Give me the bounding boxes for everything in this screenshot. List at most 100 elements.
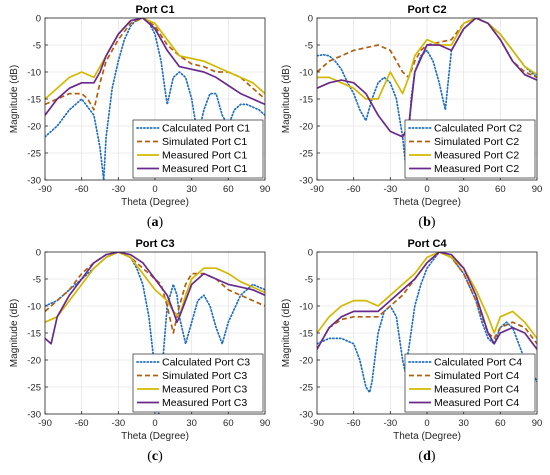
y-tick-label: -10 (27, 302, 41, 313)
y-tick-label: -15 (299, 329, 313, 340)
x-tick-label: 90 (260, 418, 271, 429)
x-tick-label: -30 (383, 418, 397, 429)
y-tick-label: -5 (33, 275, 41, 286)
y-axis-label: Magnitude (dB) (281, 65, 292, 133)
x-tick-label: -60 (75, 418, 89, 429)
series-line-2 (317, 18, 537, 79)
series-line-1 (317, 252, 537, 394)
legend-entry: Measured Port C4 (434, 397, 519, 409)
y-tick-label: 0 (308, 14, 313, 25)
x-tick-label: -90 (310, 184, 324, 195)
y-tick-label: 0 (36, 248, 41, 259)
y-axis-label: Magnitude (dB) (9, 299, 20, 367)
x-axis-label: Theta (Degree) (393, 197, 461, 208)
legend-entry: Measured Port C2 (434, 163, 519, 175)
y-tick-label: 0 (36, 14, 41, 25)
x-tick-label: -60 (347, 418, 361, 429)
y-tick-label: -30 (27, 176, 41, 187)
x-tick-label: 30 (458, 184, 469, 195)
y-tick-label: -25 (299, 383, 313, 394)
y-axis-label: Magnitude (dB) (281, 299, 292, 367)
chart-title: Port C1 (135, 4, 174, 16)
subfigure-label: (c) (147, 449, 163, 464)
series-line-3 (45, 252, 265, 323)
x-tick-label: -30 (111, 418, 125, 429)
series-line-3 (317, 252, 537, 339)
y-tick-label: -5 (33, 41, 41, 52)
y-tick-label: -5 (305, 275, 313, 286)
y-tick-label: -25 (299, 149, 313, 160)
x-tick-label: -30 (383, 184, 397, 195)
series-line-2 (45, 18, 265, 111)
series-line-3 (317, 18, 537, 100)
x-tick-label: 60 (495, 418, 506, 429)
series-line-2 (45, 252, 265, 334)
legend-entry: Measured Port C3 (162, 397, 247, 409)
x-tick-label: 90 (532, 184, 543, 195)
y-tick-label: -10 (299, 302, 313, 313)
x-tick-label: 30 (458, 418, 469, 429)
y-tick-label: -20 (27, 122, 41, 133)
legend-entry: Measured Port C1 (162, 163, 247, 175)
chart-panel-c: -90 -60 -30 0 30 60 90 0 -5 -10 -15 -20 -25 -30 Port C… (9, 238, 270, 464)
y-tick-label: -5 (305, 41, 313, 52)
legend-entry: Calculated Port C2 (434, 123, 522, 135)
x-axis-label: Theta (Degree) (121, 197, 189, 208)
legend-entry: Simulated Port C2 (434, 136, 519, 148)
chart-title: Port C2 (407, 4, 446, 16)
legend-entry: Measured Port C2 (434, 150, 519, 162)
chart-panel-b: -90 -60 -30 0 30 60 90 0 -5 -10 -15 -20 -25 -30 Port C… (281, 4, 542, 230)
y-tick-label: -25 (27, 149, 41, 160)
subfigure-label: (d) (418, 449, 435, 464)
x-axis-label: Theta (Degree) (121, 431, 189, 442)
y-tick-label: -20 (299, 122, 313, 133)
x-tick-label: 90 (260, 184, 271, 195)
x-tick-label: -60 (347, 184, 361, 195)
subfigure-label: (a) (147, 215, 164, 230)
y-tick-label: -20 (299, 356, 313, 367)
y-tick-label: -25 (27, 383, 41, 394)
x-tick-label: -30 (111, 184, 125, 195)
x-tick-label: 60 (223, 184, 234, 195)
y-tick-label: -15 (299, 95, 313, 106)
y-tick-label: -30 (299, 176, 313, 187)
series-group (317, 252, 537, 394)
x-tick-label: 0 (424, 184, 429, 195)
y-tick-label: -10 (299, 68, 313, 79)
x-tick-label: 30 (186, 418, 197, 429)
y-tick-label: 0 (308, 248, 313, 259)
chart-title: Port C3 (135, 238, 174, 250)
legend-entry: Measured Port C3 (162, 384, 247, 396)
legend-entry: Measured Port C4 (434, 384, 519, 396)
x-tick-label: -90 (310, 418, 324, 429)
y-tick-label: -30 (27, 410, 41, 421)
x-tick-label: -60 (75, 184, 89, 195)
y-tick-label: -15 (27, 329, 41, 340)
series-line-2 (317, 252, 537, 350)
legend-entry: Measured Port C1 (162, 150, 247, 162)
legend-entry: Calculated Port C4 (434, 357, 522, 369)
subfigure-label: (b) (418, 215, 435, 230)
series-group (45, 252, 265, 414)
chart-panel-d: -90 -60 -30 0 30 60 90 0 -5 -10 -15 -20 -25 -30 Port C… (281, 238, 542, 464)
x-tick-label: -90 (38, 418, 52, 429)
chart-panel-a: -90 -60 -30 0 30 60 90 0 -5 -10 -15 -20 -25 -30 Port C… (9, 4, 270, 230)
y-tick-label: -30 (299, 410, 313, 421)
y-tick-label: -10 (27, 68, 41, 79)
y-tick-label: -15 (27, 95, 41, 106)
x-tick-label: 0 (152, 184, 157, 195)
x-tick-label: 0 (424, 418, 429, 429)
y-tick-label: -20 (27, 356, 41, 367)
chart-title: Port C4 (407, 238, 447, 250)
legend-entry: Simulated Port C3 (162, 370, 247, 382)
legend-entry: Calculated Port C1 (162, 123, 250, 135)
x-tick-label: -90 (38, 184, 52, 195)
x-tick-label: 30 (186, 184, 197, 195)
legend-entry: Simulated Port C4 (434, 370, 519, 382)
legend-entry: Calculated Port C3 (162, 357, 250, 369)
